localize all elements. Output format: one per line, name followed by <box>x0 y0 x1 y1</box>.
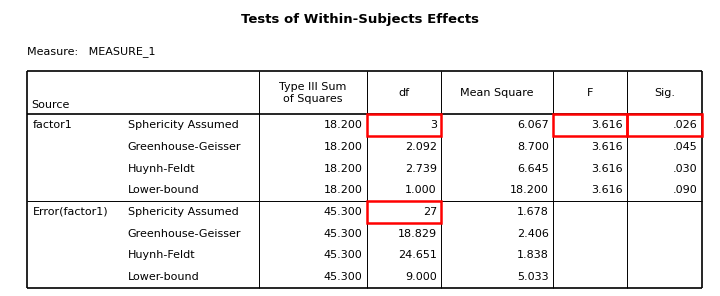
Text: 24.651: 24.651 <box>398 250 437 260</box>
Text: df: df <box>398 88 410 98</box>
Text: Error(factor1): Error(factor1) <box>32 207 108 217</box>
Text: Sphericity Assumed: Sphericity Assumed <box>127 120 238 130</box>
Text: Sphericity Assumed: Sphericity Assumed <box>127 207 238 217</box>
Text: 6.645: 6.645 <box>517 164 549 173</box>
Text: 1.838: 1.838 <box>517 250 549 260</box>
Text: Greenhouse-Geisser: Greenhouse-Geisser <box>127 229 241 239</box>
Text: 45.300: 45.300 <box>324 207 362 217</box>
Text: 45.300: 45.300 <box>324 250 362 260</box>
Text: Huynh-Feldt: Huynh-Feldt <box>127 250 195 260</box>
Text: factor1: factor1 <box>32 120 72 130</box>
Text: Greenhouse-Geisser: Greenhouse-Geisser <box>127 142 241 152</box>
Text: 18.200: 18.200 <box>323 164 362 173</box>
Text: Lower-bound: Lower-bound <box>127 272 199 282</box>
Text: Sig.: Sig. <box>654 88 675 98</box>
Text: 3.616: 3.616 <box>592 185 624 195</box>
Text: F: F <box>587 88 593 98</box>
Text: Lower-bound: Lower-bound <box>127 185 199 195</box>
Text: 18.200: 18.200 <box>323 142 362 152</box>
Text: 6.067: 6.067 <box>517 120 549 130</box>
Text: 9.000: 9.000 <box>405 272 437 282</box>
Text: Mean Square: Mean Square <box>460 88 534 98</box>
Text: 27: 27 <box>423 207 437 217</box>
Text: .045: .045 <box>673 142 698 152</box>
Text: .030: .030 <box>673 164 698 173</box>
Text: 2.406: 2.406 <box>517 229 549 239</box>
Text: Source: Source <box>31 100 69 110</box>
Text: 8.700: 8.700 <box>517 142 549 152</box>
Text: 45.300: 45.300 <box>324 229 362 239</box>
Text: Huynh-Feldt: Huynh-Feldt <box>127 164 195 173</box>
Text: Measure:   MEASURE_1: Measure: MEASURE_1 <box>27 46 156 57</box>
Text: 3.616: 3.616 <box>592 120 624 130</box>
Text: 18.829: 18.829 <box>398 229 437 239</box>
Text: Type III Sum
of Squares: Type III Sum of Squares <box>279 82 346 104</box>
Text: 3: 3 <box>430 120 437 130</box>
Text: 2.092: 2.092 <box>405 142 437 152</box>
Text: 45.300: 45.300 <box>324 272 362 282</box>
Text: 18.200: 18.200 <box>323 185 362 195</box>
Text: 1.000: 1.000 <box>405 185 437 195</box>
Text: .090: .090 <box>673 185 698 195</box>
Text: 1.678: 1.678 <box>517 207 549 217</box>
Text: 18.200: 18.200 <box>323 120 362 130</box>
Text: 5.033: 5.033 <box>517 272 549 282</box>
Text: 3.616: 3.616 <box>592 164 624 173</box>
Text: 18.200: 18.200 <box>510 185 549 195</box>
Text: .026: .026 <box>673 120 698 130</box>
Text: Tests of Within-Subjects Effects: Tests of Within-Subjects Effects <box>241 13 479 26</box>
Text: 3.616: 3.616 <box>592 142 624 152</box>
Text: 2.739: 2.739 <box>405 164 437 173</box>
